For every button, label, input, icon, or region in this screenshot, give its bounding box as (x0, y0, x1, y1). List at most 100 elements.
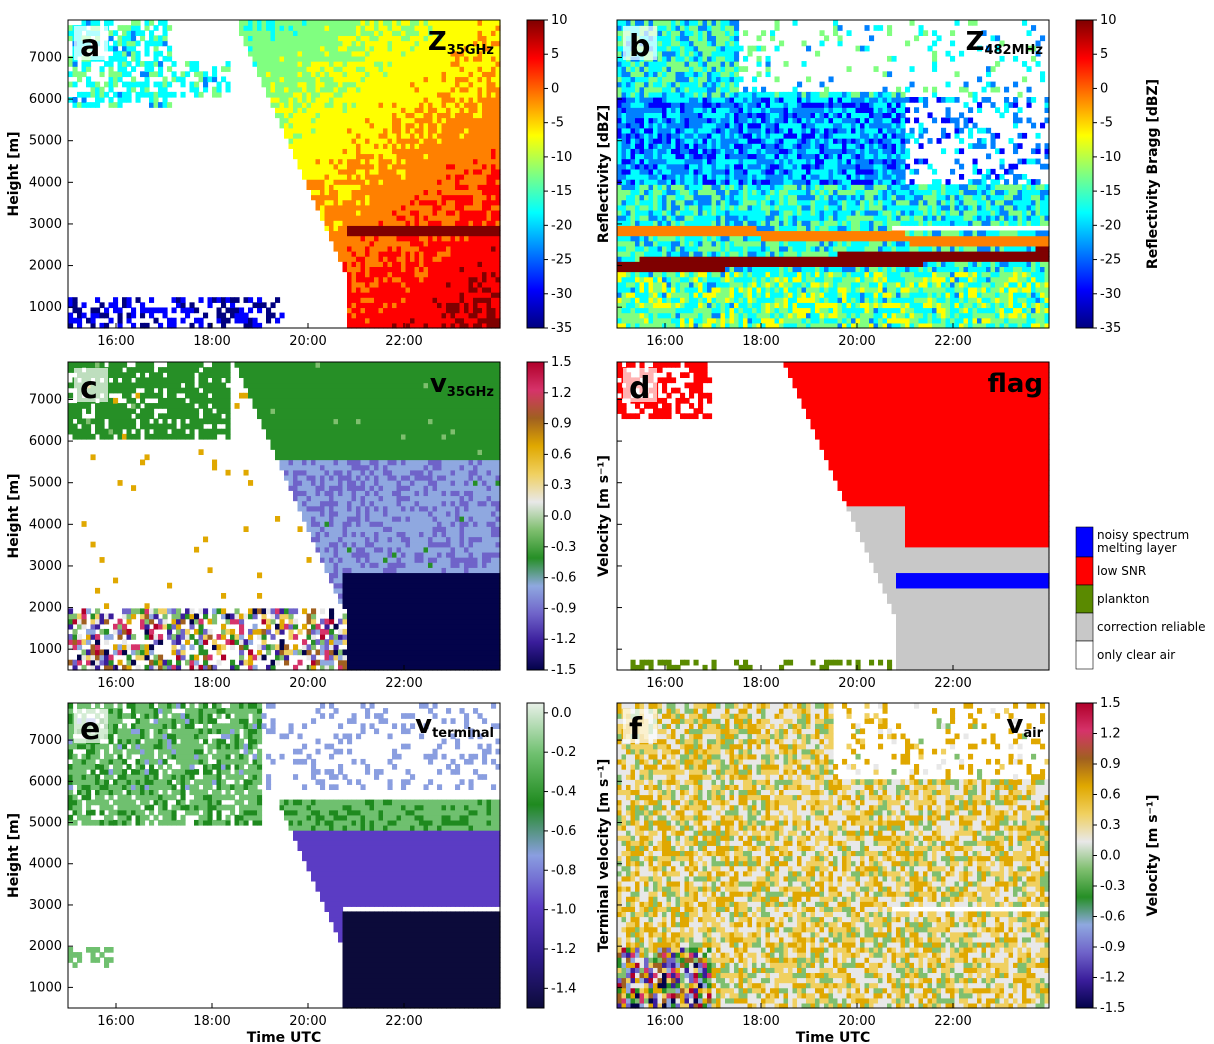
heatmap-cell (320, 91, 326, 98)
heatmap-cell (711, 50, 717, 57)
heatmap-cell (347, 112, 353, 119)
heatmap-cell (617, 220, 623, 226)
heatmap-cell (288, 102, 294, 108)
heatmap-cell (711, 117, 717, 124)
heatmap-cell (720, 107, 726, 113)
heatmap-cell (284, 71, 290, 78)
heatmap-cell (311, 20, 317, 26)
heatmap-cell (342, 225, 348, 232)
heatmap-cell (644, 117, 650, 124)
heatmap-cell (360, 189, 366, 196)
heatmap-cell (756, 153, 762, 160)
heatmap-cell (392, 143, 398, 149)
heatmap-cell (702, 209, 708, 216)
heatmap-cell (342, 148, 348, 155)
heatmap-cell (342, 102, 348, 108)
heatmap-cell (225, 86, 231, 93)
heatmap-cell (302, 20, 308, 26)
heatmap-cell (149, 71, 155, 78)
heatmap-cell (711, 66, 717, 72)
heatmap-cell (617, 86, 623, 93)
heatmap-cell (311, 163, 317, 170)
heatmap-cell (333, 158, 339, 165)
heatmap-cell (414, 240, 420, 247)
heatmap-cell (198, 322, 204, 329)
heatmap-cell (338, 245, 344, 252)
heatmap-cell (383, 86, 389, 93)
heatmap-cell (405, 225, 411, 232)
heatmap-cell (297, 20, 303, 26)
heatmap-cell (288, 132, 294, 139)
heatmap-cell (392, 251, 398, 257)
heatmap-cell (617, 271, 623, 278)
heatmap-cell (707, 189, 713, 196)
heatmap-cell (738, 102, 744, 108)
heatmap-cell (693, 225, 699, 232)
heatmap-cell (419, 158, 425, 165)
heatmap-cell (671, 25, 677, 31)
heatmap-cell (725, 225, 731, 232)
heatmap-cell (284, 20, 290, 26)
heatmap-cell (684, 143, 690, 149)
heatmap-cell (95, 91, 101, 98)
heatmap-cell (495, 76, 501, 83)
heatmap-cell (387, 163, 393, 170)
heatmap-cell (477, 20, 483, 26)
heatmap-cell (135, 81, 141, 88)
heatmap-cell (648, 127, 654, 134)
heatmap-cell (473, 245, 479, 252)
heatmap-cell (644, 138, 650, 144)
heatmap-cell (639, 71, 645, 78)
heatmap-cell (432, 179, 438, 185)
heatmap-cell (315, 86, 321, 93)
heatmap-cell (288, 86, 294, 93)
heatmap-cell (419, 122, 425, 129)
heatmap-cell (689, 302, 695, 309)
heatmap-cell (671, 194, 677, 201)
heatmap-cell (459, 322, 465, 329)
heatmap-cell (387, 158, 393, 165)
heatmap-cell (356, 240, 362, 247)
heatmap-cell (720, 302, 726, 309)
heatmap-cell (693, 189, 699, 196)
heatmap-cell (171, 76, 177, 83)
heatmap-cell (347, 215, 353, 221)
heatmap-cell (725, 127, 731, 134)
heatmap-cell (356, 179, 362, 185)
heatmap-cell (153, 25, 159, 31)
heatmap-cell (734, 204, 740, 211)
heatmap-cell (630, 122, 636, 129)
heatmap-cell (450, 302, 456, 309)
heatmap-cell (455, 30, 461, 36)
heatmap-cell (698, 256, 704, 262)
heatmap-cell (464, 61, 470, 67)
heatmap-cell (473, 225, 479, 232)
heatmap-cell (729, 112, 735, 119)
heatmap-cell (68, 55, 74, 62)
heatmap-cell (653, 240, 659, 247)
heatmap-cell (711, 317, 717, 324)
heatmap-cell (158, 61, 164, 67)
heatmap-cell (459, 220, 465, 226)
heatmap-cell (477, 240, 483, 247)
heatmap-cell (738, 117, 744, 124)
heatmap-cell (437, 71, 443, 78)
heatmap-cell (756, 168, 762, 175)
heatmap-cell (405, 122, 411, 129)
heatmap-cell (329, 66, 335, 72)
heatmap-cell (378, 148, 384, 155)
heatmap-cell (747, 132, 753, 139)
heatmap-cell (374, 61, 380, 67)
heatmap-cell (653, 225, 659, 232)
heatmap-cell (284, 97, 290, 103)
heatmap-cell (450, 215, 456, 221)
y-tick-label: 6000 (29, 92, 62, 107)
heatmap-cell (684, 286, 690, 293)
heatmap-cell (450, 45, 456, 52)
heatmap-cell (468, 40, 474, 47)
heatmap-cell (680, 158, 686, 165)
heatmap-cell (698, 45, 704, 52)
heatmap-cell (639, 286, 645, 293)
heatmap-cell (86, 81, 92, 88)
heatmap-cell (707, 35, 713, 42)
